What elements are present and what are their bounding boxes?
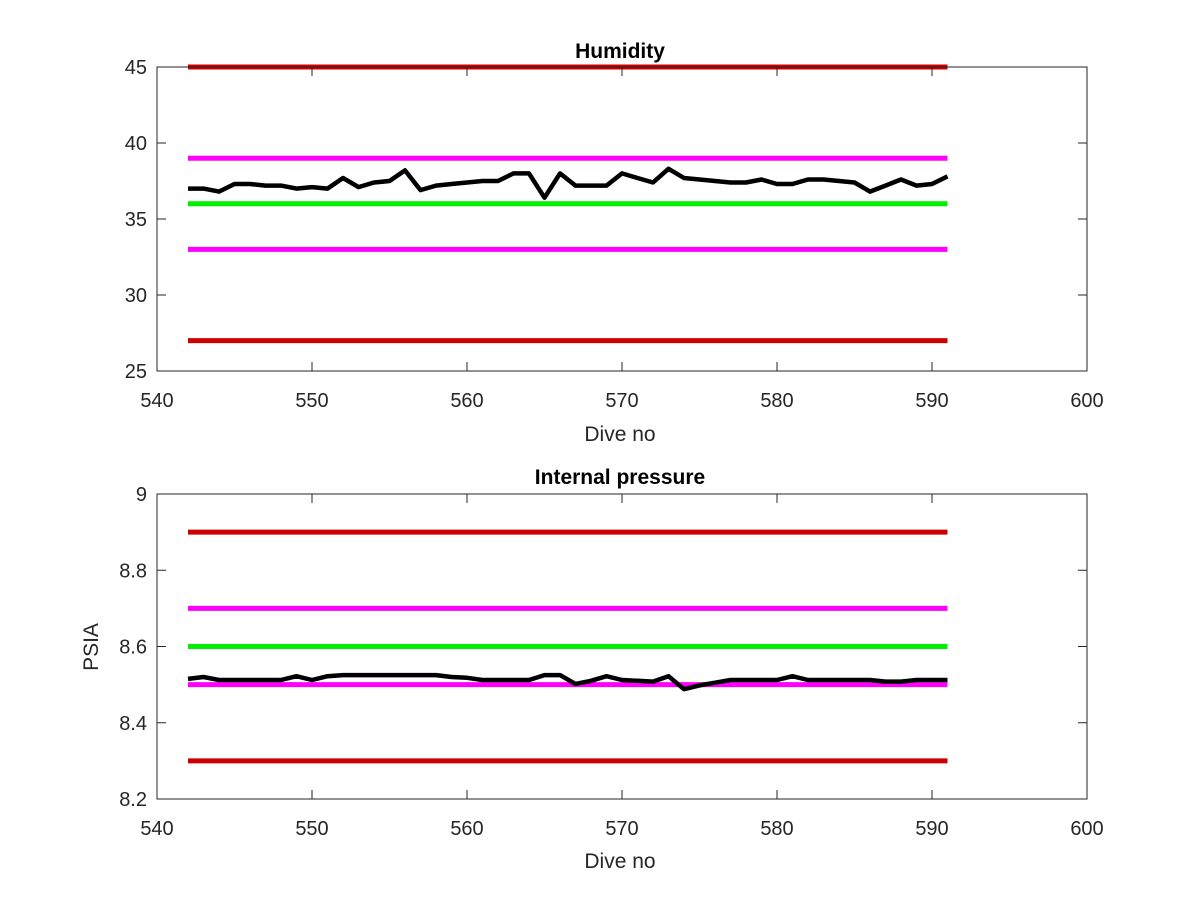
- humidity-chart-title: Humidity: [575, 40, 665, 63]
- humidity-data-line-0: [188, 166, 949, 200]
- humidity-y-tick-label-2: 35: [125, 209, 147, 231]
- humidity-x-tick-label-0: 540: [140, 390, 173, 412]
- internal-pressure-x-tick-label-4: 580: [760, 818, 793, 840]
- internal-pressure-x-tick-label-2: 560: [450, 818, 483, 840]
- humidity-y-tick-label-4: 45: [125, 57, 147, 79]
- humidity-x-axis-label: Dive no: [584, 423, 655, 446]
- internal-pressure-series: [187, 672, 948, 692]
- internal-pressure-x-tick-label-6: 600: [1070, 818, 1103, 840]
- humidity-x-tick-label-6: 600: [1070, 390, 1103, 412]
- internal-pressure-reference-lines: [188, 529, 948, 764]
- internal-pressure-chart-title: Internal pressure: [535, 466, 705, 489]
- humidity-y-tick-label-0: 25: [125, 361, 147, 383]
- humidity-x-tick-label-1: 550: [295, 390, 328, 412]
- internal-pressure-x-tick-label-5: 590: [915, 818, 948, 840]
- internal-pressure-chart: Internal pressure 540 550 560 570 580 590 600 …: [80, 466, 1104, 873]
- humidity-y-ticks: 25 30 35 40 45: [125, 57, 1087, 383]
- internal-pressure-y-tick-label-3: 8.8: [119, 560, 147, 582]
- humidity-x-tick-label-5: 590: [915, 390, 948, 412]
- humidity-x-tick-label-2: 560: [450, 390, 483, 412]
- humidity-x-ticks: 540 550 560 570 580 590 600: [140, 67, 1104, 412]
- humidity-reference-lines: [188, 64, 948, 344]
- humidity-y-tick-label-1: 30: [125, 285, 147, 307]
- internal-pressure-x-axis-label: Dive no: [584, 850, 655, 873]
- internal-pressure-x-tick-label-0: 540: [140, 818, 173, 840]
- internal-pressure-data-line-0: [187, 672, 948, 692]
- humidity-plot-box: [156, 66, 1088, 372]
- humidity-x-tick-label-4: 580: [760, 390, 793, 412]
- internal-pressure-y-tick-label-1: 8.4: [119, 713, 147, 735]
- internal-pressure-x-ticks: 540 550 560 570 580 590 600: [140, 494, 1104, 840]
- internal-pressure-y-axis-label: PSIA: [80, 623, 103, 671]
- humidity-x-tick-label-3: 570: [605, 390, 638, 412]
- internal-pressure-y-tick-label-0: 8.2: [119, 789, 147, 811]
- internal-pressure-x-tick-label-3: 570: [605, 818, 638, 840]
- internal-pressure-y-ticks: 8.2 8.4 8.6 8.8 9: [119, 484, 1087, 811]
- internal-pressure-x-tick-label-1: 550: [295, 818, 328, 840]
- humidity-y-tick-label-3: 40: [125, 133, 147, 155]
- internal-pressure-y-tick-label-2: 8.6: [119, 637, 147, 659]
- internal-pressure-y-tick-label-4: 9: [136, 484, 147, 506]
- humidity-series: [188, 166, 949, 200]
- humidity-chart: Humidity 540 550 560 570 580 590 600 25 30 35 40 4…: [125, 40, 1104, 446]
